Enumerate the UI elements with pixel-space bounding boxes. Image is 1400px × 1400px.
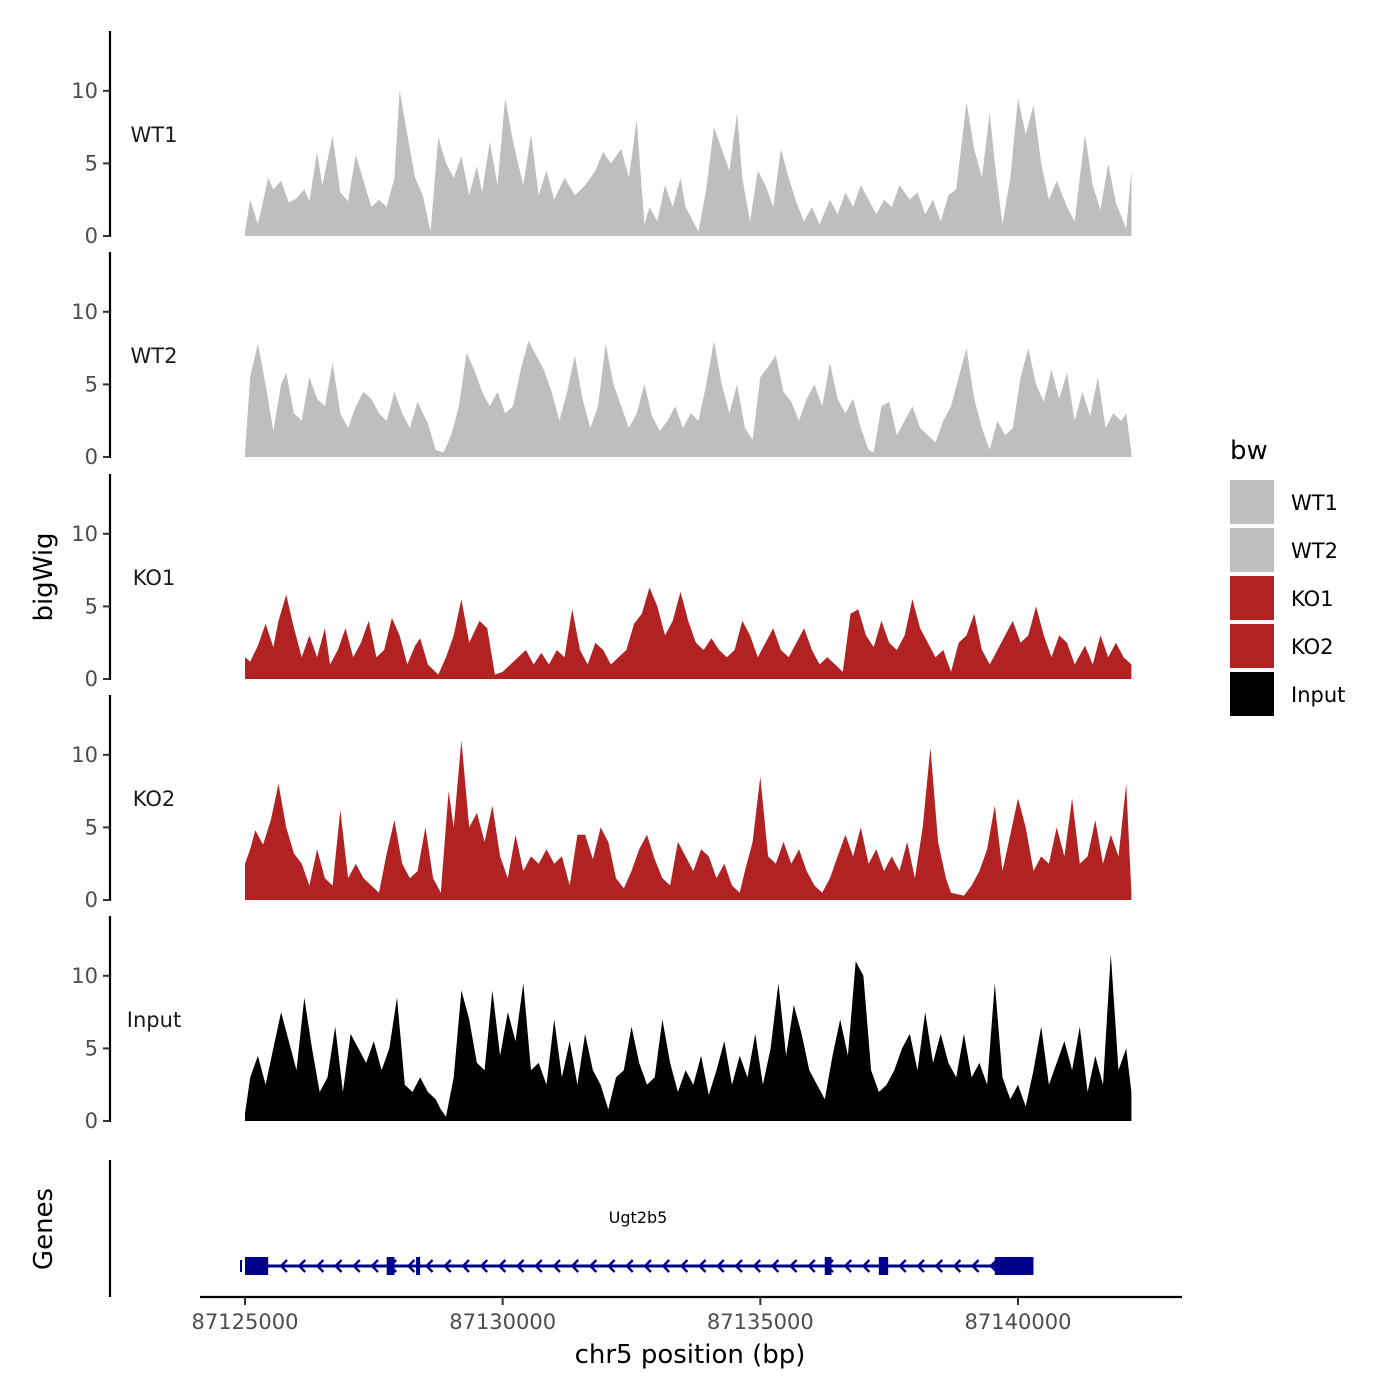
x-tick-label: 87140000 xyxy=(965,1310,1072,1334)
coverage-area-ko2 xyxy=(245,740,1132,900)
coverage-area-wt2 xyxy=(245,340,1132,457)
track-label-wt2: WT2 xyxy=(131,344,178,368)
strand-arrow xyxy=(807,1259,816,1273)
y-tick-label: 10 xyxy=(71,79,98,103)
strand-arrow xyxy=(570,1259,580,1273)
x-tick-label: 87130000 xyxy=(449,1310,556,1334)
coverage-area-input xyxy=(245,954,1132,1121)
strand-arrow xyxy=(970,1259,980,1273)
legend-swatch-input xyxy=(1230,672,1274,716)
strand-arrow xyxy=(461,1259,470,1273)
y-tick-label: 0 xyxy=(85,667,98,691)
strand-arrow xyxy=(898,1259,907,1273)
strand-arrow xyxy=(643,1259,652,1273)
y-tick-label: 5 xyxy=(85,815,98,839)
strand-arrow xyxy=(661,1259,671,1273)
strand-arrow xyxy=(588,1259,598,1273)
y-tick-label: 10 xyxy=(71,522,98,546)
y-tick-label: 10 xyxy=(71,300,98,324)
track-ko1: 0 5 10 KO1 xyxy=(71,474,1132,691)
track-wt1: 0 5 10 WT1 xyxy=(71,31,1132,248)
x-axis: 87125000 87130000 87135000 87140000 xyxy=(192,1295,1182,1334)
strand-arrow xyxy=(333,1259,343,1273)
strand-arrow xyxy=(843,1259,853,1273)
strand-arrow xyxy=(315,1259,325,1273)
coverage-tracks: 0 5 10 WT1 0 5 10 WT2 0 5 10 KO1 0 5 10 KO2 0 5 10 Input xyxy=(71,31,1132,1133)
legend-swatch-wt2 xyxy=(1230,528,1274,572)
strand-arrow xyxy=(552,1259,561,1273)
strand-arrow xyxy=(406,1259,416,1273)
genes-panel: Ugt2b5 xyxy=(108,1160,1034,1297)
strand-arrow xyxy=(861,1259,871,1273)
strand-arrow xyxy=(788,1259,798,1273)
x-axis-title: chr5 position (bp) xyxy=(575,1340,806,1370)
track-label-wt1: WT1 xyxy=(131,123,178,147)
strand-arrow xyxy=(752,1259,762,1273)
legend-label-ko2: KO2 xyxy=(1291,635,1334,659)
gene-exon xyxy=(386,1257,395,1275)
x-tick-label: 87135000 xyxy=(707,1310,814,1334)
strand-arrow xyxy=(734,1259,743,1273)
strand-arrow xyxy=(297,1259,307,1273)
legend-swatch-ko1 xyxy=(1230,576,1274,620)
legend-swatch-ko2 xyxy=(1230,624,1274,668)
legend-label-ko1: KO1 xyxy=(1291,587,1334,611)
strand-arrow xyxy=(697,1259,707,1273)
strand-arrow xyxy=(934,1259,944,1273)
y-tick-label: 5 xyxy=(85,594,98,618)
strand-arrow xyxy=(479,1259,489,1273)
y-tick-label: 5 xyxy=(85,1036,98,1060)
y-tick-label: 5 xyxy=(85,372,98,396)
y-tick-label: 0 xyxy=(85,445,98,469)
strand-arrow xyxy=(916,1259,925,1273)
y-tick-label: 0 xyxy=(85,224,98,248)
strand-arrow xyxy=(370,1259,379,1273)
x-tick-label: 87125000 xyxy=(192,1310,299,1334)
strand-arrow xyxy=(279,1259,288,1273)
legend-label-input: Input xyxy=(1291,683,1345,707)
y-tick-label: 5 xyxy=(85,151,98,175)
legend-swatch-wt1 xyxy=(1230,480,1274,524)
y-axis-title: bigWig xyxy=(29,532,59,621)
strand-arrow xyxy=(352,1259,361,1273)
track-ko2: 0 5 10 KO2 xyxy=(71,695,1132,912)
gene-exon xyxy=(994,1257,1034,1275)
strand-arrow xyxy=(989,1259,998,1273)
y-tick-label: 0 xyxy=(85,1109,98,1133)
y-tick-label: 10 xyxy=(71,964,98,988)
legend-label-wt1: WT1 xyxy=(1291,491,1338,515)
strand-arrow xyxy=(679,1259,689,1273)
y-tick-label: 10 xyxy=(71,743,98,767)
gene-exon xyxy=(245,1257,269,1275)
strand-arrow xyxy=(424,1259,434,1273)
strand-arrow xyxy=(534,1259,543,1273)
strand-arrow xyxy=(716,1259,725,1273)
track-label-ko2: KO2 xyxy=(133,787,176,811)
strand-arrow xyxy=(515,1259,525,1273)
strand-arrow xyxy=(952,1259,962,1273)
strand-arrow xyxy=(443,1259,452,1273)
legend-label-wt2: WT2 xyxy=(1291,539,1338,563)
track-label-input: Input xyxy=(127,1008,181,1032)
genes-panel-title: Genes xyxy=(29,1188,59,1270)
gene-exon xyxy=(824,1257,832,1275)
strand-arrow xyxy=(625,1259,634,1273)
strand-arrow xyxy=(770,1259,780,1273)
gene-name-label: Ugt2b5 xyxy=(609,1208,668,1227)
track-input: 0 5 10 Input xyxy=(71,916,1132,1133)
coverage-area-ko1 xyxy=(245,587,1132,679)
gene-exon xyxy=(878,1257,889,1275)
gene-exon xyxy=(416,1257,421,1275)
strand-arrow xyxy=(606,1259,616,1273)
coverage-area-wt1 xyxy=(245,90,1132,236)
strand-arrow xyxy=(497,1259,507,1273)
legend: bw WT1 WT2 KO1 KO2 Input xyxy=(1230,436,1345,716)
y-tick-label: 0 xyxy=(85,888,98,912)
track-wt2: 0 5 10 WT2 xyxy=(71,252,1132,469)
legend-title: bw xyxy=(1230,436,1268,466)
track-label-ko1: KO1 xyxy=(133,566,176,590)
